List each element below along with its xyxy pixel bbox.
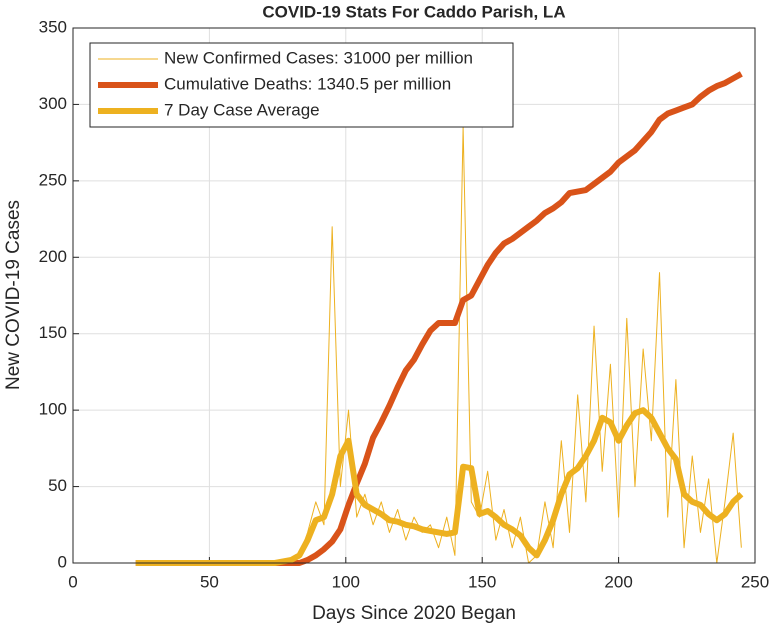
x-tick-label: 150	[468, 572, 496, 591]
y-tick-label: 250	[39, 170, 67, 189]
y-axis-label: New COVID-19 Cases	[3, 200, 24, 390]
y-tick-label: 0	[58, 552, 67, 571]
chart-title: COVID-19 Stats For Caddo Parish, LA	[262, 2, 565, 21]
y-tick-label: 350	[39, 17, 67, 36]
y-tick-label: 50	[48, 476, 67, 495]
x-tick-label: 100	[332, 572, 360, 591]
y-tick-label: 200	[39, 247, 67, 266]
legend-label: New Confirmed Cases: 31000 per million	[164, 48, 473, 67]
y-tick-label: 300	[39, 94, 67, 113]
legend-label: Cumulative Deaths: 1340.5 per million	[164, 74, 451, 93]
plot-frame	[72, 27, 756, 564]
x-tick-label: 0	[68, 572, 77, 591]
x-tick-label: 200	[604, 572, 632, 591]
legend-label: 7 Day Case Average	[164, 100, 320, 119]
x-axis-label: Days Since 2020 Began	[312, 603, 516, 624]
x-tick-label: 250	[741, 572, 769, 591]
legend-box	[89, 42, 514, 128]
x-tick-label: 50	[200, 572, 219, 591]
y-tick-label: 150	[39, 323, 67, 342]
y-tick-label: 100	[39, 400, 67, 419]
